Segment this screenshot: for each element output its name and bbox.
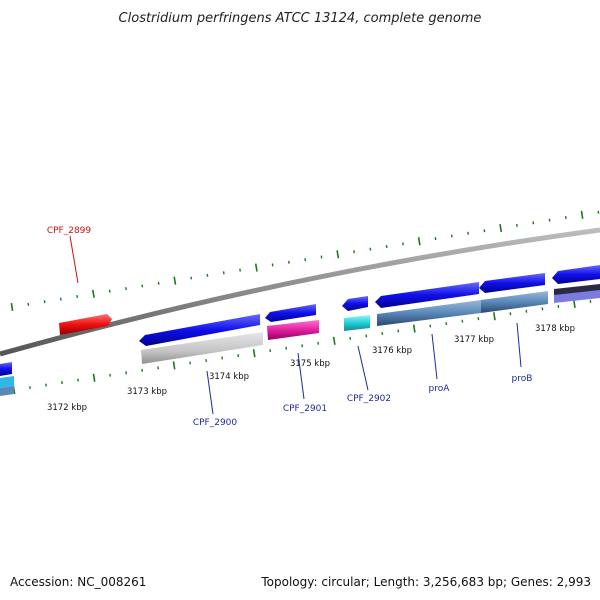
outer-ring-major-tick: [92, 289, 95, 298]
outer-ring-minor-tick: [222, 271, 225, 275]
cds-feature-cpf2902[interactable]: [342, 296, 368, 311]
cds-feature-cpf2901[interactable]: [265, 304, 316, 322]
outer-ring-minor-tick: [385, 244, 388, 249]
outer-ring-minor-tick: [206, 273, 209, 277]
outer-ring-minor-tick: [59, 297, 62, 301]
leader-cpf2899: [69, 235, 79, 284]
outer-ring-minor-tick: [369, 247, 372, 251]
inner-ring-minor-tick: [205, 358, 208, 363]
cds-feature-prob[interactable]: [479, 273, 545, 293]
outer-ring-major-tick: [580, 210, 584, 219]
outer-ring-minor-tick: [76, 294, 79, 299]
inner-ring-minor-tick: [221, 356, 224, 360]
annotation-track-features: [0, 284, 600, 396]
inner-ring-major-tick: [252, 349, 256, 358]
leader-prob: [516, 322, 522, 368]
gene-label-cpf2900[interactable]: CPF_2900: [193, 418, 238, 428]
gene-label-proa[interactable]: proA: [429, 384, 451, 394]
outer-ring-major-tick: [336, 250, 340, 259]
gene-label-leaders: [69, 235, 522, 415]
inner-ring-minor-tick: [589, 299, 592, 304]
scale-labels: 3172 kbp 3173 kbp 3174 kbp 3175 kbp 3176…: [47, 324, 575, 413]
cds-feature-cpf2900[interactable]: [139, 314, 260, 346]
gene-labels: CPF_2899 CPF_2900 CPF_2901 CPF_2902 proA…: [47, 226, 533, 428]
annotation-magenta-block[interactable]: [267, 320, 319, 340]
gene-label-cpf2899[interactable]: CPF_2899: [47, 226, 92, 236]
topology-summary: Topology: circular; Length: 3,256,683 bp…: [260, 575, 591, 589]
annotation-lavender-block[interactable]: [554, 290, 600, 303]
outer-ring-major-tick: [173, 276, 177, 285]
outer-ring-minor-tick: [108, 289, 111, 293]
leader-cpf2902: [357, 345, 369, 391]
accession-text: Accession: NC_008261: [10, 575, 146, 589]
inner-ring-minor-tick: [477, 317, 480, 321]
scale-label-3178: 3178 kbp: [535, 324, 575, 334]
map-title: Clostridium perfringens ATCC 13124, comp…: [119, 11, 482, 26]
inner-ring-minor-tick: [77, 378, 79, 382]
annotation-gray-block[interactable]: [141, 332, 263, 364]
outer-ring-major-tick: [10, 302, 14, 312]
outer-ring-minor-tick: [353, 250, 355, 254]
outer-tick-ring: [10, 210, 600, 312]
scale-label-3174: 3174 kbp: [209, 372, 249, 382]
cds-feature-left-edge[interactable]: [0, 362, 12, 376]
cds-feature-cpf2899[interactable]: [59, 314, 112, 335]
inner-ring-major-tick: [412, 324, 416, 333]
outer-ring-minor-tick: [548, 218, 551, 222]
genome-backbone: [0, 227, 600, 357]
outer-ring-minor-tick: [516, 223, 518, 227]
outer-ring-minor-tick: [239, 268, 241, 272]
inner-tick-ring: [12, 299, 592, 395]
forward-strand-features: [0, 265, 600, 376]
leader-cpf2901: [297, 352, 305, 400]
leader-cpf2900: [206, 370, 214, 415]
outer-ring-major-tick: [499, 223, 503, 233]
leader-proa: [431, 333, 438, 380]
annotation-steel-block-prob[interactable]: [481, 291, 548, 313]
cds-feature-right-edge[interactable]: [552, 265, 600, 284]
annotation-left-steel[interactable]: [0, 386, 14, 396]
gene-label-prob[interactable]: proB: [512, 374, 533, 384]
gene-label-cpf2901[interactable]: CPF_2901: [283, 404, 327, 414]
annotation-cyan-block[interactable]: [344, 315, 370, 331]
scale-label-3176: 3176 kbp: [372, 346, 412, 356]
scale-label-3177: 3177 kbp: [454, 335, 494, 345]
scale-label-3172: 3172 kbp: [47, 403, 87, 413]
outer-ring-major-tick: [417, 237, 421, 246]
outer-ring-minor-tick: [532, 221, 535, 225]
outer-ring-major-tick: [254, 263, 258, 272]
outer-ring-minor-tick: [402, 242, 404, 246]
inner-ring-minor-tick: [461, 319, 464, 323]
annotation-left-cyan[interactable]: [0, 376, 14, 388]
inner-ring-minor-tick: [349, 336, 352, 340]
annotation-steel-block-proa[interactable]: [377, 300, 481, 326]
inner-ring-major-tick: [573, 299, 576, 309]
scale-label-3173: 3173 kbp: [127, 387, 167, 397]
inner-ring-major-tick: [332, 336, 336, 345]
inner-ring-major-tick: [92, 373, 96, 382]
cds-feature-proa[interactable]: [375, 282, 479, 308]
scale-label-3175: 3175 kbp: [290, 359, 330, 369]
gene-label-cpf2902[interactable]: CPF_2902: [347, 394, 391, 404]
inner-ring-major-tick: [172, 361, 176, 370]
inner-ring-major-tick: [493, 312, 496, 321]
